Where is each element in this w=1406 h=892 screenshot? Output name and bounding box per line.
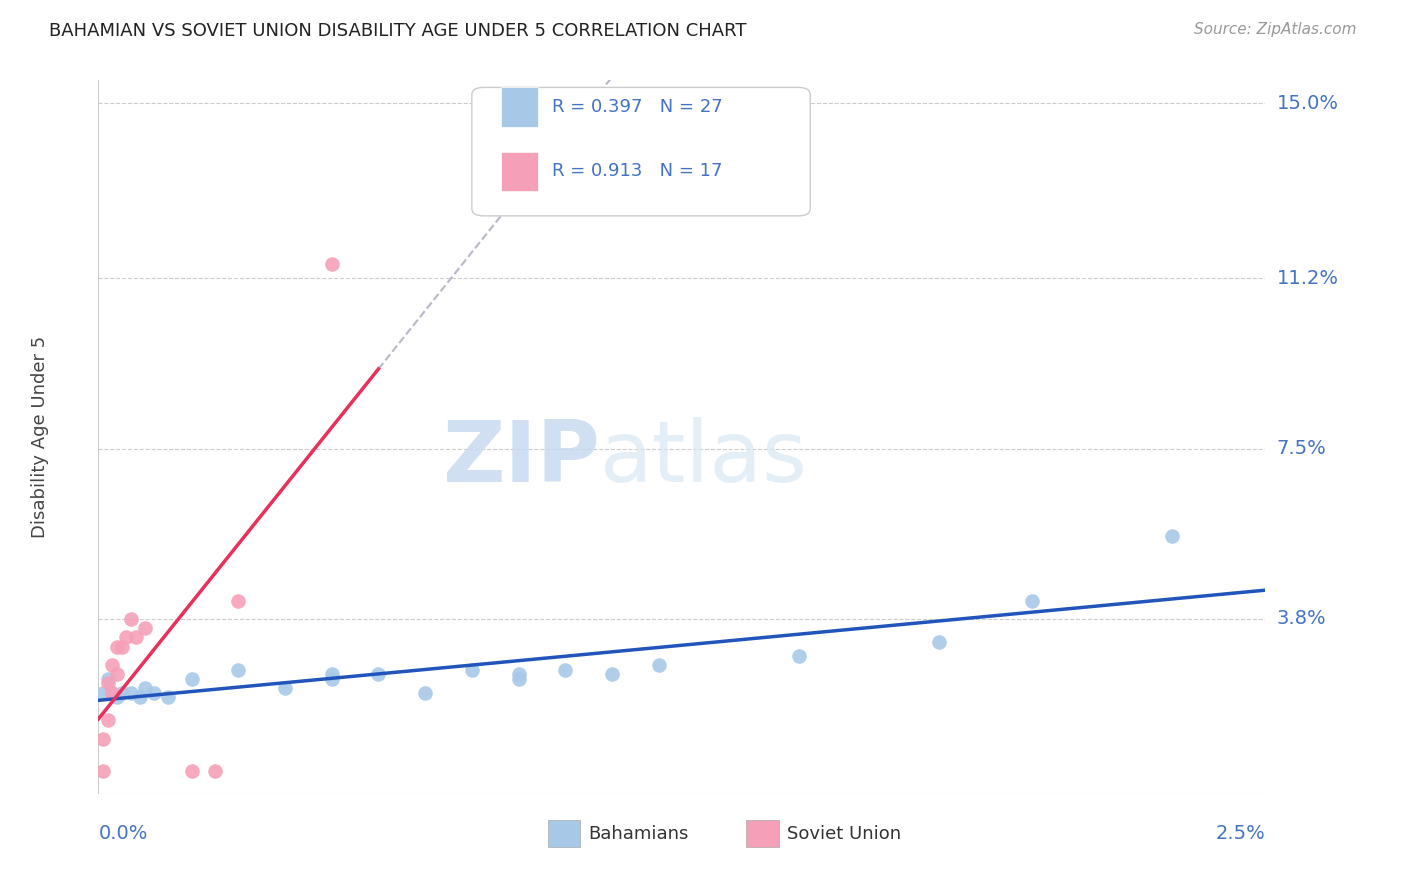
Point <box>787 648 810 663</box>
Text: Soviet Union: Soviet Union <box>787 825 901 843</box>
Point <box>125 631 148 645</box>
Point <box>274 681 297 695</box>
Text: 11.2%: 11.2% <box>1277 268 1339 288</box>
Text: 7.5%: 7.5% <box>1277 439 1326 458</box>
Point <box>91 731 114 746</box>
Point <box>101 685 124 699</box>
Text: R = 0.397   N = 27: R = 0.397 N = 27 <box>553 98 723 116</box>
Point <box>321 672 343 686</box>
Text: Source: ZipAtlas.com: Source: ZipAtlas.com <box>1194 22 1357 37</box>
Point <box>554 663 576 677</box>
Point <box>120 612 142 626</box>
Point <box>180 672 202 686</box>
FancyBboxPatch shape <box>747 821 779 847</box>
Point <box>105 690 128 705</box>
Point <box>228 593 250 607</box>
FancyBboxPatch shape <box>501 152 538 191</box>
Text: 2.5%: 2.5% <box>1216 824 1265 844</box>
Point <box>97 713 120 727</box>
Point <box>91 764 114 778</box>
Text: BAHAMIAN VS SOVIET UNION DISABILITY AGE UNDER 5 CORRELATION CHART: BAHAMIAN VS SOVIET UNION DISABILITY AGE … <box>49 22 747 40</box>
Point <box>129 690 152 705</box>
Point <box>928 635 950 649</box>
Text: 15.0%: 15.0% <box>1277 94 1339 112</box>
Point <box>321 257 343 271</box>
Point <box>600 667 623 681</box>
Point <box>101 657 124 672</box>
FancyBboxPatch shape <box>548 821 581 847</box>
Point <box>134 621 156 635</box>
Point <box>97 676 120 690</box>
Point <box>134 681 156 695</box>
Point <box>180 764 202 778</box>
Point <box>647 657 669 672</box>
FancyBboxPatch shape <box>472 87 810 216</box>
Point <box>120 685 142 699</box>
Point <box>105 640 128 654</box>
Point <box>97 672 120 686</box>
Text: 0.0%: 0.0% <box>98 824 148 844</box>
Point <box>508 672 530 686</box>
Text: 3.8%: 3.8% <box>1277 609 1326 629</box>
Text: Disability Age Under 5: Disability Age Under 5 <box>31 336 49 538</box>
Point <box>228 663 250 677</box>
Point <box>111 685 134 699</box>
Point <box>321 667 343 681</box>
Point <box>143 685 166 699</box>
Point <box>157 690 180 705</box>
Point <box>1161 529 1184 543</box>
Text: R = 0.913   N = 17: R = 0.913 N = 17 <box>553 162 723 180</box>
Point <box>1021 593 1043 607</box>
Point <box>367 667 389 681</box>
Point <box>101 685 124 699</box>
Point <box>461 663 484 677</box>
Point <box>413 685 436 699</box>
Text: atlas: atlas <box>600 417 808 500</box>
Text: ZIP: ZIP <box>443 417 600 500</box>
Point <box>105 667 128 681</box>
Text: Bahamians: Bahamians <box>589 825 689 843</box>
Point <box>91 685 114 699</box>
Point <box>111 640 134 654</box>
FancyBboxPatch shape <box>501 87 538 127</box>
Point <box>508 667 530 681</box>
Point <box>115 631 138 645</box>
Point <box>204 764 226 778</box>
